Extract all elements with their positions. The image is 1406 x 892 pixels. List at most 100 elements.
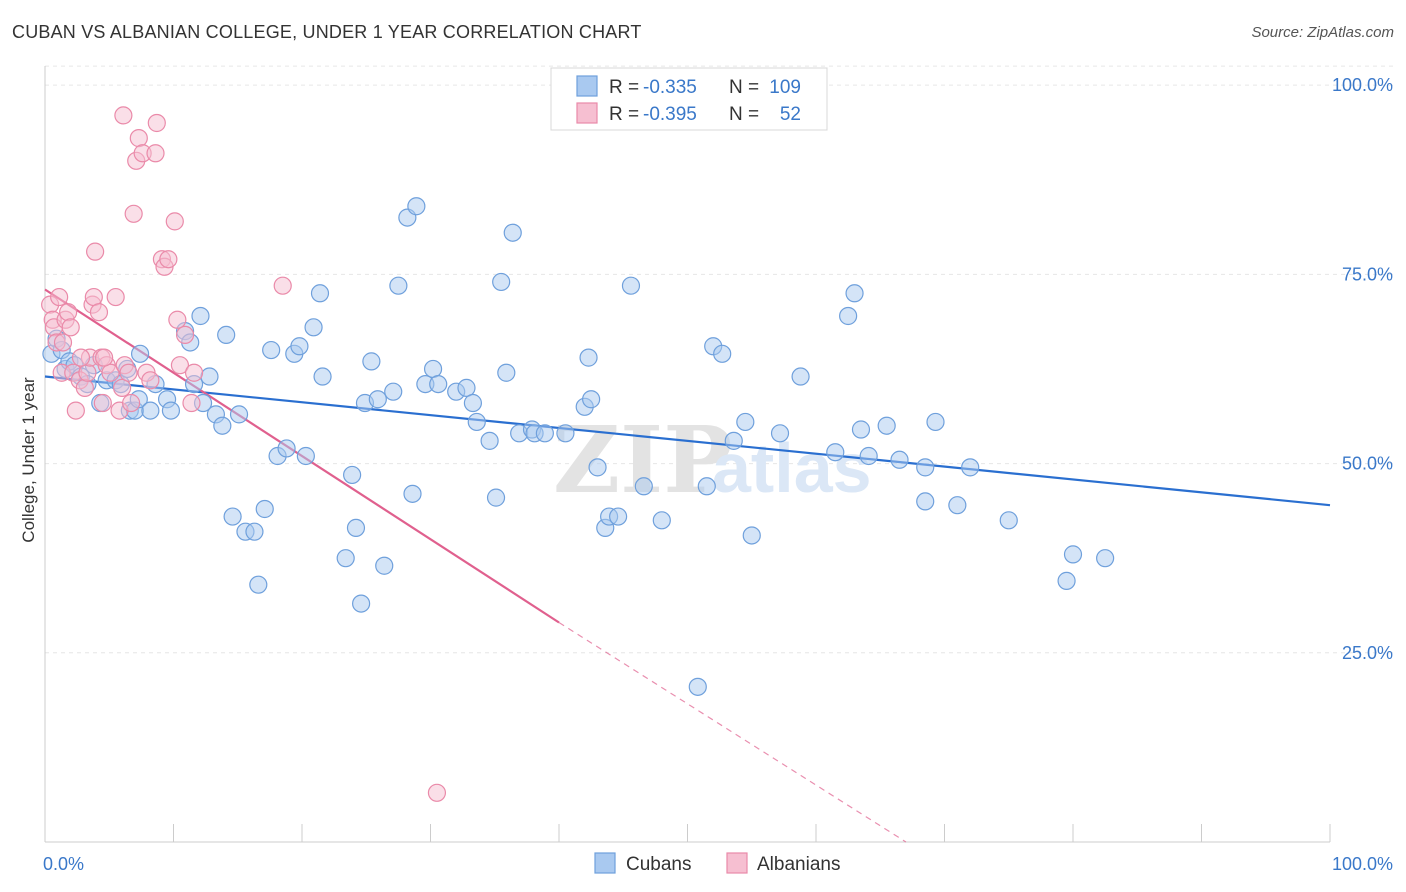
- legend-label-cubans: Cubans: [626, 854, 692, 875]
- data-points: [41, 106, 1115, 802]
- point-cubans-100: [890, 450, 909, 469]
- legend-r-value-albanians: -0.395: [643, 104, 697, 125]
- point-albanians-26: [112, 378, 132, 397]
- point-albanians-35: [141, 371, 160, 390]
- point-cubans-44: [310, 284, 330, 303]
- point-albanians-8: [59, 303, 78, 322]
- point-cubans-65: [467, 412, 486, 432]
- watermark: ZIP atlas: [553, 406, 872, 514]
- point-cubans-45: [313, 367, 332, 386]
- point-cubans-58: [407, 197, 426, 216]
- x-tick-labels: 0.0% 100.0%: [43, 854, 1393, 874]
- point-cubans-106: [999, 511, 1018, 530]
- y-tick-label-1: 50.0%: [1342, 454, 1393, 474]
- legend-swatch-cubans-bottom: [594, 852, 616, 874]
- point-albanians-45: [182, 393, 201, 413]
- point-albanians-42: [168, 310, 187, 329]
- trend-line-cubans: [44, 375, 1331, 507]
- point-albanians-21: [93, 393, 112, 413]
- point-albanians-19: [89, 303, 109, 322]
- point-albanians-28: [119, 363, 138, 382]
- point-albanians-46: [184, 363, 204, 382]
- legend-n-value-cubans: 109: [769, 77, 801, 98]
- point-cubans-57: [403, 484, 422, 503]
- point-cubans-91: [736, 412, 755, 432]
- point-cubans-101: [916, 458, 935, 477]
- point-cubans-64: [463, 393, 483, 413]
- legend-r-label-cubans: R =: [609, 77, 639, 98]
- point-cubans-63: [457, 378, 476, 397]
- legend-swatch-albanians: [576, 102, 598, 124]
- point-cubans-52: [368, 390, 387, 409]
- point-cubans-67: [486, 488, 506, 507]
- point-cubans-32: [229, 405, 249, 424]
- point-cubans-70: [503, 223, 522, 242]
- point-cubans-85: [652, 511, 671, 530]
- point-albanians-4: [50, 287, 69, 307]
- x-tick-label-max: 100.0%: [1332, 854, 1393, 874]
- legend-label-albanians: Albanians: [757, 854, 840, 875]
- point-albanians-24: [106, 287, 125, 307]
- point-albanians-43: [170, 356, 190, 375]
- trend-extension-albanians: [558, 622, 907, 843]
- x-tick-label-min: 0.0%: [43, 854, 84, 874]
- point-albanians-36: [146, 144, 165, 163]
- point-albanians-32: [129, 129, 148, 148]
- point-cubans-51: [362, 352, 381, 371]
- point-cubans-41: [290, 337, 309, 356]
- legend-r-label-albanians: R =: [609, 104, 639, 125]
- grid-lines: [45, 65, 1393, 654]
- point-albanians-29: [121, 393, 141, 413]
- point-cubans-18: [141, 401, 160, 420]
- point-cubans-86: [688, 677, 707, 696]
- point-cubans-95: [826, 443, 845, 462]
- point-cubans-46: [336, 549, 355, 568]
- legend-n-label-cubans: N =: [729, 77, 759, 98]
- point-cubans-87: [697, 477, 716, 496]
- point-cubans-55: [389, 276, 408, 295]
- point-cubans-17: [130, 344, 150, 363]
- point-albanians-9: [61, 318, 80, 337]
- point-cubans-43: [304, 318, 323, 337]
- point-cubans-31: [223, 507, 242, 526]
- point-cubans-61: [429, 374, 448, 394]
- point-cubans-102: [916, 492, 935, 511]
- point-albanians-40: [159, 250, 178, 269]
- point-cubans-108: [1063, 545, 1083, 564]
- watermark-zip: ZIP: [553, 406, 732, 514]
- point-cubans-98: [859, 446, 878, 466]
- point-cubans-92: [742, 526, 761, 545]
- y-tick-label-0: 25.0%: [1342, 643, 1393, 663]
- point-cubans-90: [724, 431, 743, 450]
- trend-lines: [44, 288, 1331, 843]
- point-cubans-94: [791, 367, 810, 386]
- point-albanians-14: [78, 363, 97, 382]
- axes: [44, 66, 1331, 843]
- point-cubans-34: [245, 522, 264, 541]
- point-albanians-44: [175, 325, 195, 345]
- legend-r-value-cubans: -0.335: [643, 77, 697, 98]
- point-cubans-74: [535, 424, 554, 443]
- point-cubans-93: [770, 424, 790, 443]
- point-cubans-25: [191, 306, 210, 326]
- point-albanians-37: [147, 113, 166, 133]
- point-cubans-47: [343, 465, 362, 485]
- point-albanians-51: [95, 348, 114, 367]
- point-cubans-48: [346, 518, 366, 538]
- point-albanians-47: [114, 106, 133, 125]
- point-cubans-42: [296, 446, 315, 466]
- point-cubans-82: [609, 507, 628, 526]
- point-albanians-18: [86, 242, 105, 261]
- y-tick-labels: 25.0% 50.0% 75.0% 100.0%: [1332, 75, 1393, 663]
- y-tick-label-2: 75.0%: [1342, 264, 1393, 284]
- point-cubans-89: [713, 344, 732, 363]
- point-cubans-36: [255, 499, 274, 519]
- point-cubans-96: [839, 306, 858, 326]
- point-cubans-49: [352, 594, 371, 613]
- point-albanians-11: [66, 401, 85, 420]
- y-axis-label: College, Under 1 year: [19, 377, 38, 543]
- point-cubans-68: [492, 272, 511, 292]
- point-cubans-109: [1096, 549, 1115, 568]
- legend-swatch-cubans: [576, 75, 598, 97]
